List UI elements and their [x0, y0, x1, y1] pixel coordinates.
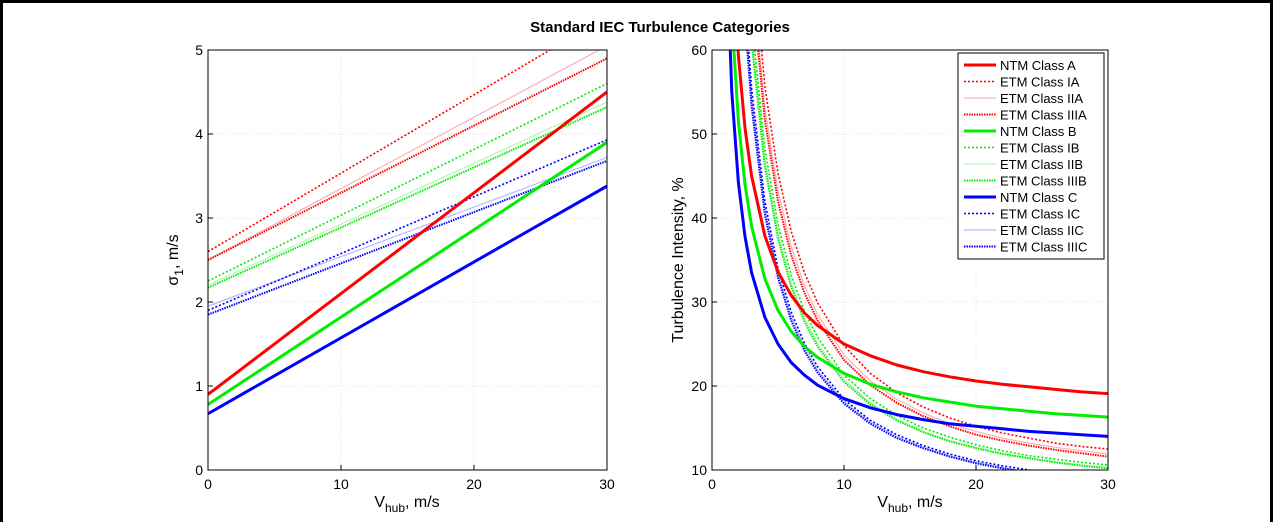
ti-series-etm-class-iiia: [757, 50, 1108, 458]
legend-label: ETM Class IA: [1000, 75, 1080, 90]
legend-label: NTM Class C: [1000, 190, 1077, 205]
sigma-plot-ylabel: σ1, m/s: [165, 234, 186, 285]
sigma-plot-series: [208, 50, 607, 416]
ti-xtick-label: 20: [968, 476, 984, 492]
legend-label: ETM Class IIB: [1000, 157, 1083, 172]
turbulence-plot-series: [728, 50, 1108, 470]
sigma-xtick-label: 10: [333, 476, 349, 492]
ti-ytick-label: 60: [691, 42, 707, 58]
legend-label: NTM Class A: [1000, 58, 1076, 73]
ti-xtick-label: 30: [1100, 476, 1116, 492]
sigma-ytick-label: 3: [195, 210, 203, 226]
sigma-series-etm-class-iib: [208, 101, 607, 286]
sigma-series-ntm-class-b: [208, 141, 607, 406]
sigma-plot-border: [207, 49, 608, 471]
sigma-ytick-label: 0: [195, 462, 203, 478]
ti-series-etm-class-iiib: [751, 50, 1108, 470]
sigma-series-etm-class-iiib: [208, 106, 607, 289]
legend-box: [957, 52, 1105, 260]
ti-ytick-label: 30: [691, 294, 707, 310]
legend-label: ETM Class IIIA: [1000, 108, 1087, 123]
turbulence-plot-border: [711, 49, 1109, 471]
sigma-series-etm-class-iiia: [208, 57, 607, 261]
chart-title: Standard IEC Turbulence Categories: [530, 19, 790, 36]
ti-xtick-label: 0: [708, 476, 716, 492]
turbulence-plot-xlabel: Vhub, m/s: [877, 494, 942, 515]
legend-label: ETM Class IC: [1000, 207, 1080, 222]
sigma-ytick-label: 5: [195, 42, 203, 58]
sigma-xtick-label: 0: [204, 476, 212, 492]
ti-ytick-label: 20: [691, 378, 707, 394]
ti-xtick-label: 10: [836, 476, 852, 492]
legend-label: ETM Class IIIC: [1000, 240, 1087, 255]
ti-series-etm-class-iia: [758, 50, 1108, 455]
sigma-ytick-label: 4: [195, 126, 203, 142]
sigma-series-etm-class-iia: [208, 50, 601, 261]
sigma-ytick-label: 2: [195, 294, 203, 310]
sigma-series-ntm-class-a: [208, 90, 607, 396]
legend-label: NTM Class B: [1000, 124, 1077, 139]
ti-series-etm-class-ia: [760, 50, 1108, 450]
ti-ytick-label: 40: [691, 210, 707, 226]
sigma-ytick-label: 1: [195, 378, 203, 394]
sigma-series-etm-class-ia: [208, 50, 552, 253]
legend-label: ETM Class IIA: [1000, 91, 1083, 106]
ti-series-ntm-class-a: [736, 50, 1108, 396]
sigma-series-ntm-class-c: [208, 184, 607, 416]
legend-label: ETM Class IB: [1000, 141, 1079, 156]
ti-series-etm-class-iic: [747, 50, 1022, 470]
sigma-plot-xlabel: Vhub, m/s: [374, 494, 439, 515]
ti-ytick-label: 10: [691, 462, 707, 478]
ti-series-ntm-class-c: [728, 50, 1108, 438]
ti-ytick-label: 50: [691, 126, 707, 142]
legend-label: ETM Class IIIB: [1000, 174, 1087, 189]
sigma-plot: 0 10 20 30 0 1 2 3 4 5 Vhub, m/s σ1, m/s: [165, 42, 615, 515]
sigma-xtick-label: 30: [599, 476, 615, 492]
sigma-series-etm-class-ic: [208, 139, 607, 312]
sigma-plot-ticks: 0 10 20 30 0 1 2 3 4 5: [195, 42, 615, 492]
sigma-xtick-label: 20: [466, 476, 482, 492]
ti-series-ntm-class-b: [732, 50, 1108, 419]
legend-label: ETM Class IIC: [1000, 223, 1084, 238]
turbulence-plot-ylabel: Turbulence Intensity, %: [670, 177, 687, 342]
